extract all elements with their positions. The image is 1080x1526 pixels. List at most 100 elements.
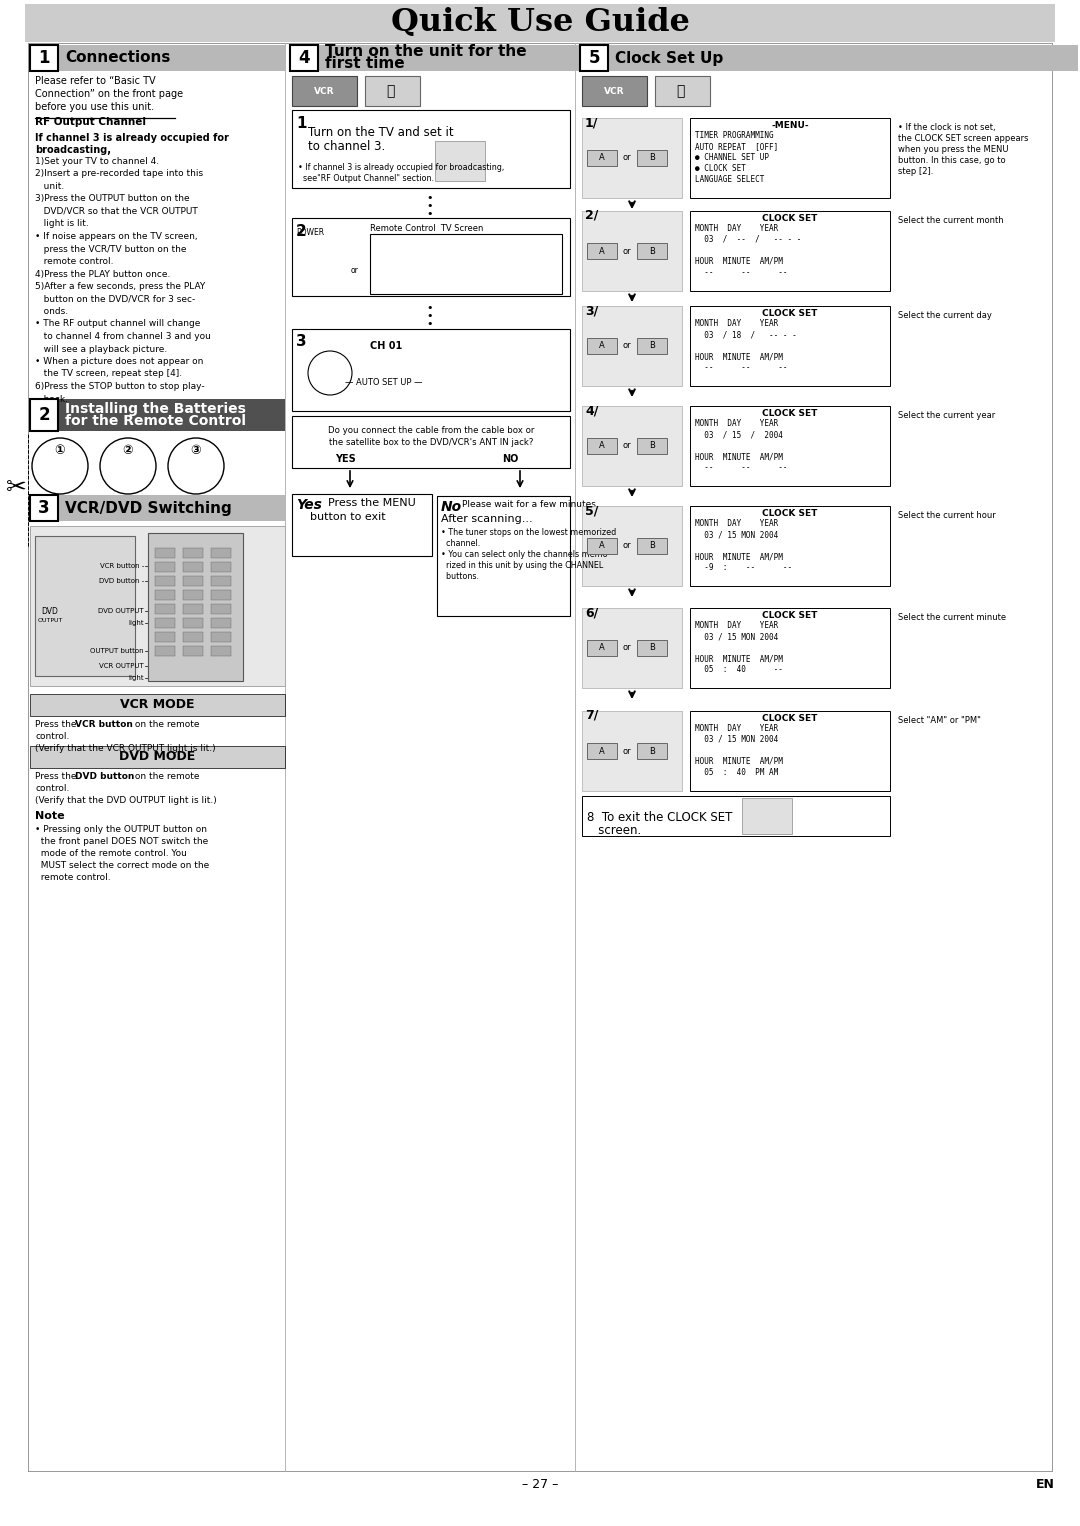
Text: Turn on the unit for the: Turn on the unit for the [325,44,527,60]
Text: RF Output Channel: RF Output Channel [35,118,146,127]
Text: Do you connect the cable from the cable box or: Do you connect the cable from the cable … [328,426,535,435]
Bar [582,118,681,198]
Text: ► ENGLISH    [ON]: ► ENGLISH [ON] [375,250,447,259]
Text: No: No [441,501,462,514]
Text: • The tuner stops on the lowest memorized: • The tuner stops on the lowest memorize… [441,528,617,537]
Text: 2/: 2/ [585,209,598,221]
Text: or: or [351,266,359,275]
Bar [582,507,681,586]
Text: ● CLOCK SET: ● CLOCK SET [696,163,746,172]
Text: 1: 1 [38,49,50,67]
Bar [183,562,203,572]
Text: 4/: 4/ [585,404,598,417]
Text: 1)Set your TV to channel 4.: 1)Set your TV to channel 4. [35,157,159,166]
Text: •: • [427,304,433,313]
Text: 4: 4 [298,49,310,67]
Text: Remote Control  TV Screen: Remote Control TV Screen [370,224,484,233]
Text: 03 / 15 MON 2004: 03 / 15 MON 2004 [696,736,779,745]
Text: the front panel DOES NOT switch the: the front panel DOES NOT switch the [35,836,208,845]
Bar [156,604,175,613]
Text: HOUR  MINUTE  AM/PM: HOUR MINUTE AM/PM [696,655,783,662]
Text: screen.: screen. [588,824,642,836]
Text: • The RF output channel will change: • The RF output channel will change [35,319,201,328]
Bar [25,5,1055,43]
Text: ②: ② [123,444,133,458]
Text: to channel 3.: to channel 3. [308,140,386,153]
Text: B: B [649,342,654,351]
Bar [30,44,58,72]
Bar [580,44,608,72]
Bar [435,140,485,182]
Text: A: A [599,154,605,162]
Text: see"RF Output Channel" section.: see"RF Output Channel" section. [298,174,434,183]
Bar [637,539,667,554]
Text: •: • [427,311,433,320]
Text: MUST select the correct mode on the: MUST select the correct mode on the [35,861,210,870]
Text: remote control.: remote control. [35,873,110,882]
Text: EN: EN [1036,1477,1054,1491]
Text: TIMER PROGRAMMING: TIMER PROGRAMMING [696,131,773,140]
Bar [183,618,203,629]
Bar [292,417,570,468]
Text: 03  / 15  /  2004: 03 / 15 / 2004 [696,430,783,439]
Text: DVD OUTPUT: DVD OUTPUT [98,607,144,613]
Bar [30,494,58,520]
Text: B: B [649,247,654,255]
Text: back.: back. [35,395,68,403]
Bar [58,44,285,72]
Bar [582,797,890,836]
Bar [588,639,617,656]
Bar [588,243,617,259]
Bar [637,243,667,259]
Bar [588,438,617,455]
Text: AUTO REPEAT  [OFF]: AUTO REPEAT [OFF] [696,142,779,151]
Text: on the remote: on the remote [132,720,200,729]
Text: 5: 5 [589,49,599,67]
Text: OUTPUT button: OUTPUT button [91,649,144,655]
Text: ✂: ✂ [5,476,27,501]
Text: buttons.: buttons. [441,572,480,581]
Text: Select the current month: Select the current month [897,217,1003,224]
Text: or: or [623,746,632,755]
Text: Press the MENU: Press the MENU [328,497,416,508]
Text: Press the: Press the [35,772,79,781]
Text: MONTH  DAY    YEAR: MONTH DAY YEAR [696,723,779,732]
Bar [582,307,681,386]
Text: • If channel 3 is already occupied for broadcasting,: • If channel 3 is already occupied for b… [298,163,504,172]
Text: – 27 –: – 27 – [522,1477,558,1491]
Bar [30,526,285,687]
Text: HOUR  MINUTE  AM/PM: HOUR MINUTE AM/PM [696,552,783,562]
Bar [588,743,617,758]
Bar [211,604,231,613]
Bar [292,218,570,296]
Text: 03 / 15 MON 2004: 03 / 15 MON 2004 [696,530,779,539]
Text: POWER: POWER [296,227,324,237]
Text: control.: control. [35,784,69,794]
Text: -MENU-: -MENU- [771,121,809,130]
Text: 6/: 6/ [585,606,598,620]
Bar [148,533,243,681]
Text: channel.: channel. [441,539,481,548]
Text: CLOCK SET: CLOCK SET [762,510,818,517]
Bar [582,211,681,291]
Text: or: or [623,441,632,450]
Text: button. In this case, go to: button. In this case, go to [897,156,1005,165]
Text: • When a picture does not appear on: • When a picture does not appear on [35,357,203,366]
Bar [637,438,667,455]
Text: before you use this unit.: before you use this unit. [35,102,154,111]
Bar [291,44,318,72]
Text: --      --      --: -- -- -- [696,269,787,278]
Bar [183,548,203,559]
Bar [183,591,203,600]
Text: Clock Set Up: Clock Set Up [615,50,724,66]
Text: CLOCK SET: CLOCK SET [762,610,818,620]
Bar [608,44,1078,72]
Text: MONTH  DAY    YEAR: MONTH DAY YEAR [696,224,779,233]
Text: CLOCK SET: CLOCK SET [762,214,818,223]
Text: A: A [599,441,605,450]
Text: HOUR  MINUTE  AM/PM: HOUR MINUTE AM/PM [696,256,783,266]
Text: 03  / 18  /   -- - -: 03 / 18 / -- - - [696,330,797,339]
Bar [370,233,562,295]
Text: MONTH  DAY    YEAR: MONTH DAY YEAR [696,621,779,630]
Text: CH 01: CH 01 [370,340,402,351]
